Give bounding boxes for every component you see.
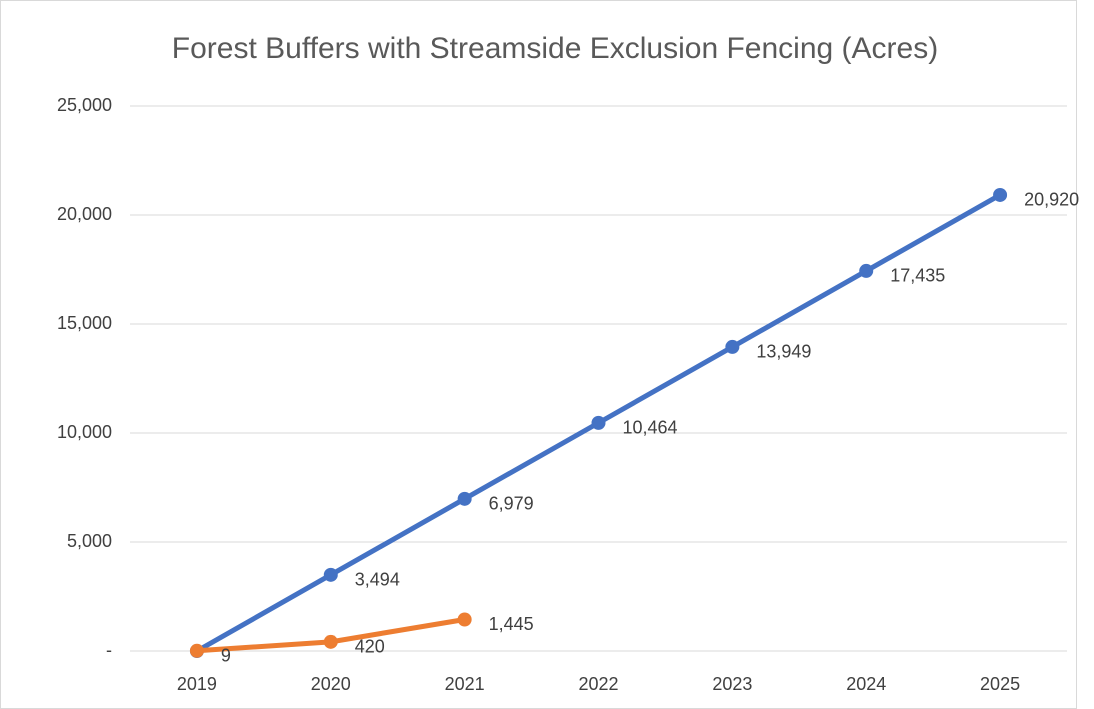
data-point <box>323 567 338 582</box>
data-point <box>323 634 338 649</box>
data-label: 1,445 <box>489 614 534 634</box>
data-point <box>993 187 1008 202</box>
x-tick-label: 2025 <box>980 674 1020 694</box>
data-point <box>591 415 606 430</box>
y-tick-label: 10,000 <box>57 422 112 442</box>
x-tick-label: 2019 <box>177 674 217 694</box>
y-tick-label: 15,000 <box>57 313 112 333</box>
data-label: 9 <box>221 646 231 666</box>
x-tick-label: 2020 <box>311 674 351 694</box>
x-tick-label: 2022 <box>578 674 618 694</box>
data-label: 13,949 <box>756 342 811 362</box>
x-tick-label: 2021 <box>445 674 485 694</box>
data-point <box>189 643 204 658</box>
data-label: 10,464 <box>623 418 678 438</box>
y-tick-label: - <box>106 640 112 660</box>
data-point <box>457 612 472 627</box>
data-label: 6,979 <box>489 494 534 514</box>
x-tick-label: 2023 <box>712 674 752 694</box>
y-tick-label: 20,000 <box>57 204 112 224</box>
data-point <box>457 491 472 506</box>
data-label: 17,435 <box>890 266 945 286</box>
data-label: 3,494 <box>355 570 400 590</box>
data-label: 420 <box>355 637 385 657</box>
y-tick-label: 25,000 <box>57 95 112 115</box>
data-point <box>725 339 740 354</box>
data-label: 20,920 <box>1024 190 1079 210</box>
chart-title: Forest Buffers with Streamside Exclusion… <box>172 32 938 65</box>
data-point <box>859 263 874 278</box>
x-tick-label: 2024 <box>846 674 886 694</box>
y-tick-label: 5,000 <box>67 531 112 551</box>
